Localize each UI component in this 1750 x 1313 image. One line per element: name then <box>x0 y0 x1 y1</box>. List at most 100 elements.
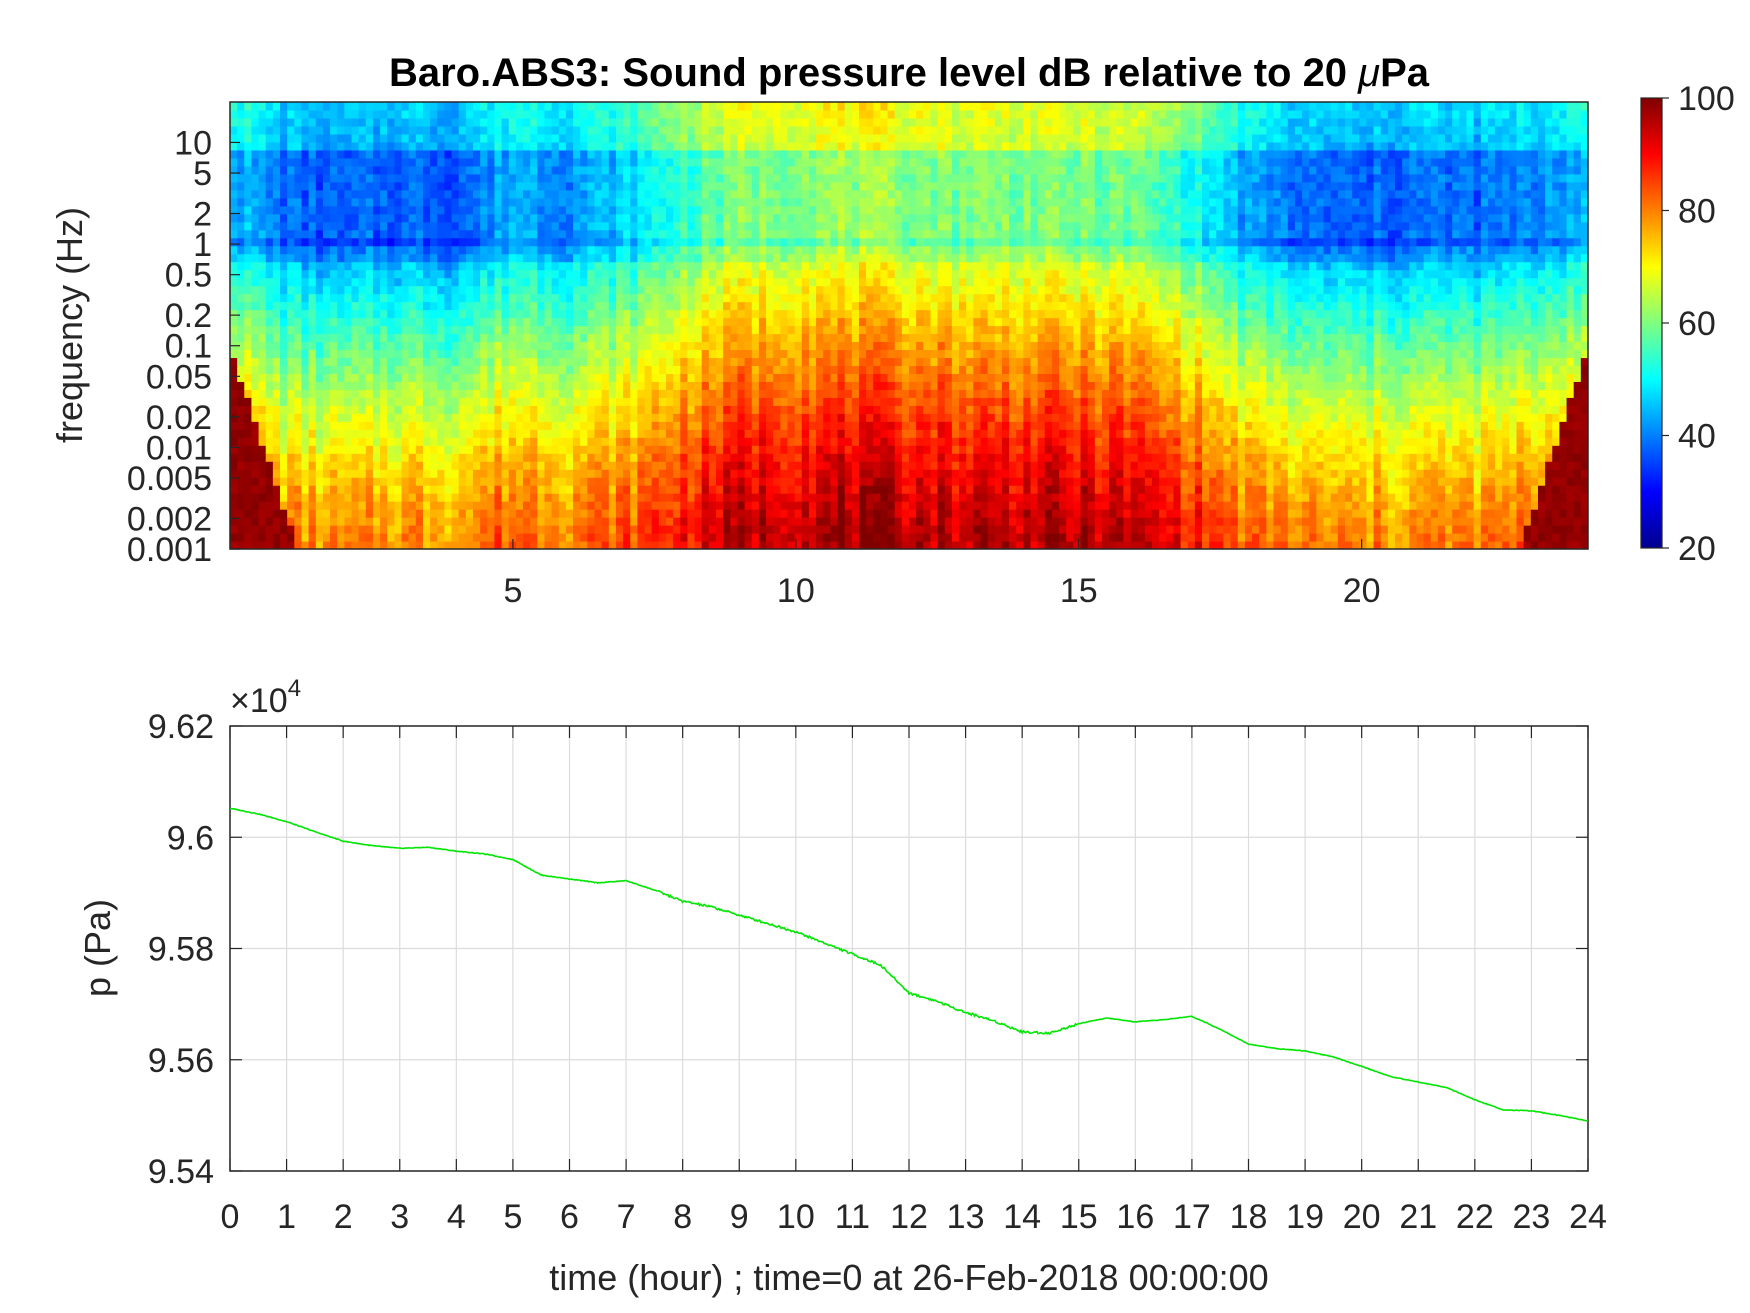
heatmap-cell <box>615 461 624 470</box>
heatmap-cell <box>501 229 510 239</box>
heatmap-cell <box>773 421 781 430</box>
heatmap-cell <box>437 381 446 390</box>
heatmap-cell <box>401 181 410 191</box>
heatmap-cell <box>358 165 367 175</box>
heatmap-cell <box>465 221 474 231</box>
heatmap-cell <box>551 141 560 151</box>
heatmap-cell <box>694 413 703 422</box>
heatmap-cell <box>230 325 238 335</box>
heatmap-cell <box>558 341 567 351</box>
heatmap-cell <box>801 381 810 390</box>
heatmap-cell <box>473 181 481 191</box>
heatmap-cell <box>801 109 810 119</box>
heatmap-cell <box>230 229 238 239</box>
heatmap-cell <box>630 213 638 223</box>
heatmap-cell <box>401 437 410 446</box>
heatmap-cell <box>444 365 453 374</box>
heatmap-cell <box>858 197 867 207</box>
heatmap-cell <box>844 533 853 542</box>
heatmap-cell <box>723 517 731 526</box>
heatmap-cell <box>337 301 345 311</box>
heatmap-cell <box>744 269 753 279</box>
heatmap-cell <box>330 205 338 215</box>
heatmap-cell <box>630 501 638 510</box>
heatmap-cell <box>694 525 703 534</box>
heatmap-cell <box>816 141 824 151</box>
heatmap-cell <box>330 501 338 510</box>
heatmap-cell <box>751 365 760 374</box>
heatmap-cell <box>773 189 781 199</box>
heatmap-cell <box>794 141 803 151</box>
heatmap-cell <box>866 533 874 542</box>
heatmap-cell <box>580 461 588 470</box>
heatmap-cell <box>365 141 374 151</box>
heatmap-cell <box>280 157 288 167</box>
heatmap-cell <box>265 333 274 343</box>
heatmap-cell <box>773 181 781 191</box>
heatmap-cell <box>580 429 588 438</box>
heatmap-cell <box>351 117 360 127</box>
heatmap-cell <box>451 237 460 247</box>
heatmap-cell <box>280 525 288 534</box>
heatmap-cell <box>808 357 817 367</box>
heatmap-cell <box>665 405 674 414</box>
heatmap-cell <box>558 325 567 335</box>
heatmap-cell <box>401 461 410 470</box>
heatmap-cell <box>701 293 710 303</box>
heatmap-cell <box>530 253 538 263</box>
heatmap-cell <box>687 405 696 414</box>
heatmap-cell <box>630 525 638 534</box>
heatmap-cell <box>380 509 388 518</box>
heatmap-cell <box>501 325 510 335</box>
heatmap-cell <box>623 261 631 271</box>
heatmap-cell <box>358 509 367 518</box>
heatmap-cell <box>437 205 446 215</box>
heatmap-cell <box>230 461 238 470</box>
heatmap-cell <box>480 325 488 335</box>
heatmap-cell <box>565 469 574 478</box>
heatmap-cell <box>301 501 310 510</box>
heatmap-cell <box>244 493 253 502</box>
heatmap-cell <box>537 493 546 502</box>
heatmap-cell <box>858 421 867 430</box>
heatmap-cell <box>794 245 803 255</box>
heatmap-cell <box>258 293 267 303</box>
heatmap-cell <box>558 365 567 374</box>
heatmap-cell <box>837 509 846 518</box>
heatmap-cell <box>816 333 824 343</box>
heatmap-cell <box>422 181 431 191</box>
heatmap-cell <box>294 485 303 494</box>
heatmap-cell <box>351 261 360 271</box>
heatmap-cell <box>244 133 253 143</box>
heatmap-cell <box>701 189 710 199</box>
heatmap-cell <box>394 309 403 319</box>
heatmap-cell <box>487 333 496 343</box>
heatmap-cell <box>380 133 388 143</box>
heatmap-cell <box>773 437 781 446</box>
heatmap-cell <box>322 117 331 127</box>
heatmap-cell <box>615 405 624 414</box>
heatmap-cell <box>837 125 846 135</box>
heatmap-cell <box>580 453 588 462</box>
heatmap-cell <box>251 525 260 534</box>
heatmap-cell <box>430 293 438 303</box>
heatmap-cell <box>773 469 781 478</box>
heatmap-cell <box>287 277 295 287</box>
heatmap-cell <box>830 485 839 494</box>
heatmap-cell <box>723 173 731 183</box>
heatmap-cell <box>687 357 696 367</box>
heatmap-cell <box>687 493 696 502</box>
heatmap-cell <box>537 237 546 247</box>
heatmap-cell <box>358 205 367 215</box>
heatmap-cell <box>787 325 796 335</box>
heatmap-cell <box>830 493 839 502</box>
heatmap-cell <box>258 102 267 111</box>
heatmap-cell <box>587 133 596 143</box>
heatmap-cell <box>308 461 317 470</box>
heatmap-cell <box>794 501 803 510</box>
heatmap-cell <box>230 237 238 247</box>
heatmap-cell <box>623 517 631 526</box>
heatmap-cell <box>251 221 260 231</box>
heatmap-cell <box>580 197 588 207</box>
heatmap-cell <box>816 269 824 279</box>
